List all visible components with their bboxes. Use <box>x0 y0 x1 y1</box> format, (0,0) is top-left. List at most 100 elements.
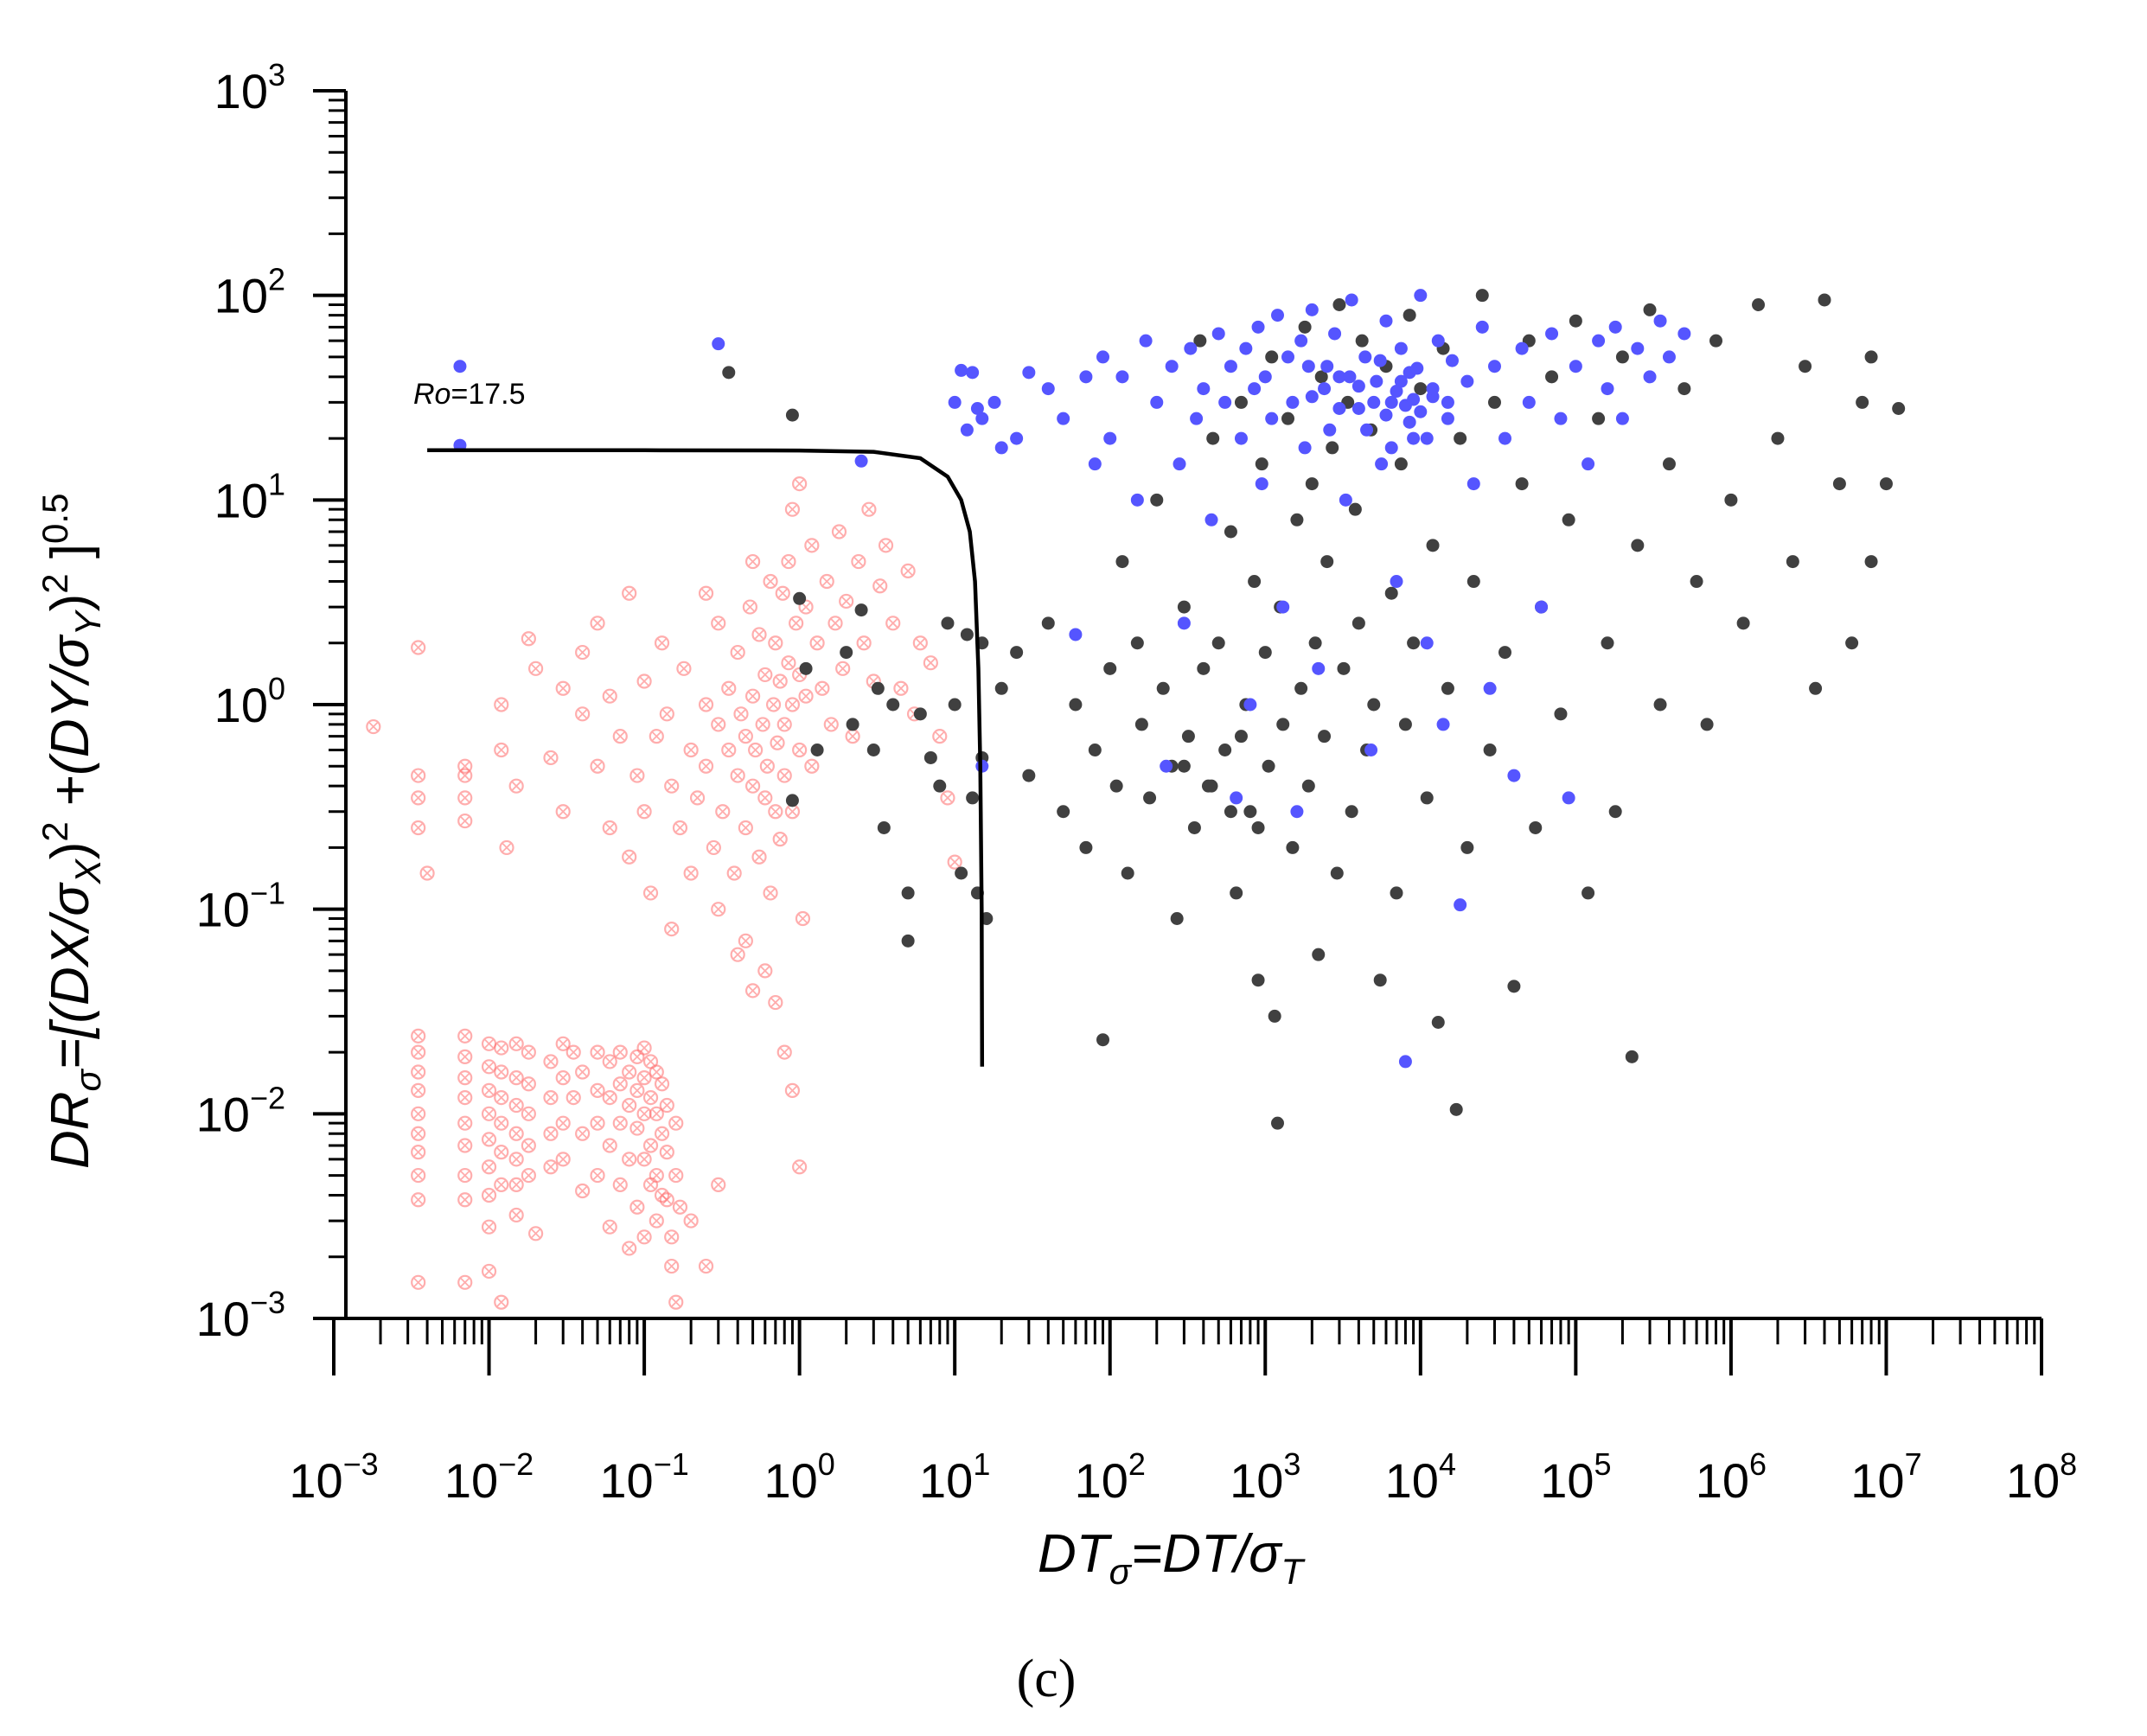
point-red <box>649 1106 664 1121</box>
point-blue <box>960 423 974 437</box>
point-red <box>629 1120 645 1136</box>
point-red <box>527 1226 544 1241</box>
point-dark-gray <box>1243 805 1257 819</box>
point-dark-gray <box>1879 477 1893 491</box>
y-axis-title: DRσ=[(DX/σX)2 +(DY/σY)2 ]0.5 <box>35 494 108 1169</box>
point-red <box>494 1177 509 1193</box>
point-dark-gray <box>1441 681 1454 695</box>
point-red <box>521 1076 536 1092</box>
point-red <box>885 616 901 631</box>
point-red <box>711 1177 726 1193</box>
point-red <box>543 1054 559 1069</box>
point-red <box>508 1152 524 1167</box>
point-dark-gray <box>1454 431 1467 445</box>
point-red <box>411 1274 426 1290</box>
point-red <box>711 902 726 917</box>
point-red <box>590 616 605 631</box>
x-tick-label: 106 <box>1696 1446 1767 1508</box>
point-dark-gray <box>1177 759 1191 773</box>
point-dark-gray <box>1103 661 1117 675</box>
point-dark-gray <box>722 366 736 380</box>
point-red <box>664 922 680 937</box>
point-blue <box>1569 360 1582 373</box>
point-dark-gray <box>1234 730 1248 744</box>
point-dark-gray <box>1262 759 1275 773</box>
point-blue <box>1426 382 1440 396</box>
point-red <box>508 1036 524 1051</box>
point-dark-gray <box>1818 293 1831 307</box>
point-dark-gray <box>1752 297 1766 311</box>
point-dark-gray <box>1483 744 1497 757</box>
point-red <box>698 1258 714 1274</box>
point-blue <box>1343 370 1357 384</box>
point-blue <box>1173 457 1186 471</box>
point-red <box>521 1044 536 1060</box>
point-dark-gray <box>1251 820 1265 834</box>
point-red <box>494 1294 509 1310</box>
point-blue <box>1211 327 1225 341</box>
point-blue <box>1165 360 1179 373</box>
point-red <box>508 1070 524 1086</box>
point-blue <box>1096 350 1110 364</box>
point-red <box>772 673 788 689</box>
point-blue <box>1545 327 1559 341</box>
point-dark-gray <box>1193 334 1207 348</box>
point-dark-gray <box>1330 866 1344 880</box>
point-red <box>494 1145 509 1160</box>
point-red <box>494 1040 509 1056</box>
point-red <box>654 635 670 651</box>
point-red <box>508 1097 524 1114</box>
point-red <box>411 1192 426 1208</box>
figure-caption: (c) <box>1017 1650 1077 1708</box>
point-red <box>521 1138 536 1153</box>
point-red <box>590 1115 605 1131</box>
point-blue <box>1498 431 1512 445</box>
point-blue <box>1351 380 1365 393</box>
x-tick-label: 100 <box>764 1446 834 1508</box>
point-dark-gray <box>955 866 968 880</box>
point-red <box>763 573 778 590</box>
point-dark-gray <box>1864 555 1878 569</box>
point-blue <box>1270 309 1284 322</box>
point-red <box>689 790 706 806</box>
point-dark-gray <box>1662 457 1676 471</box>
point-blue <box>1150 395 1164 409</box>
x-tick-label: 104 <box>1385 1446 1456 1508</box>
point-red <box>481 1263 497 1280</box>
point-dark-gray <box>840 646 853 660</box>
point-red <box>721 742 737 758</box>
point-dark-gray <box>854 603 868 617</box>
point-red <box>744 688 761 704</box>
point-blue <box>1431 334 1445 348</box>
y-tick-label: 100 <box>214 671 285 732</box>
point-red <box>457 1192 473 1208</box>
point-red <box>947 854 962 870</box>
point-blue <box>955 363 968 377</box>
point-dark-gray <box>1069 698 1083 712</box>
point-dark-gray <box>1554 707 1568 721</box>
point-red <box>508 1207 524 1223</box>
point-red <box>555 1115 571 1131</box>
point-blue <box>987 395 1001 409</box>
point-dark-gray <box>1022 769 1036 782</box>
point-red <box>776 768 792 783</box>
point-blue <box>1394 341 1408 355</box>
point-dark-gray <box>1420 791 1434 805</box>
point-blue <box>1483 681 1497 695</box>
point-dark-gray <box>1892 402 1906 416</box>
point-red <box>494 1064 509 1080</box>
point-blue <box>1332 402 1346 416</box>
point-dark-gray <box>1230 886 1243 900</box>
point-blue <box>1248 382 1262 396</box>
point-red <box>494 1115 509 1131</box>
x-tick-label: 10−2 <box>444 1446 534 1508</box>
point-red <box>759 758 775 774</box>
point-blue <box>1130 493 1144 507</box>
point-red <box>575 644 591 661</box>
point-dark-gray <box>1631 539 1645 552</box>
point-red <box>664 1258 680 1274</box>
series-blue <box>453 289 1691 1069</box>
point-dark-gray <box>1143 791 1157 805</box>
point-red <box>590 1044 605 1060</box>
